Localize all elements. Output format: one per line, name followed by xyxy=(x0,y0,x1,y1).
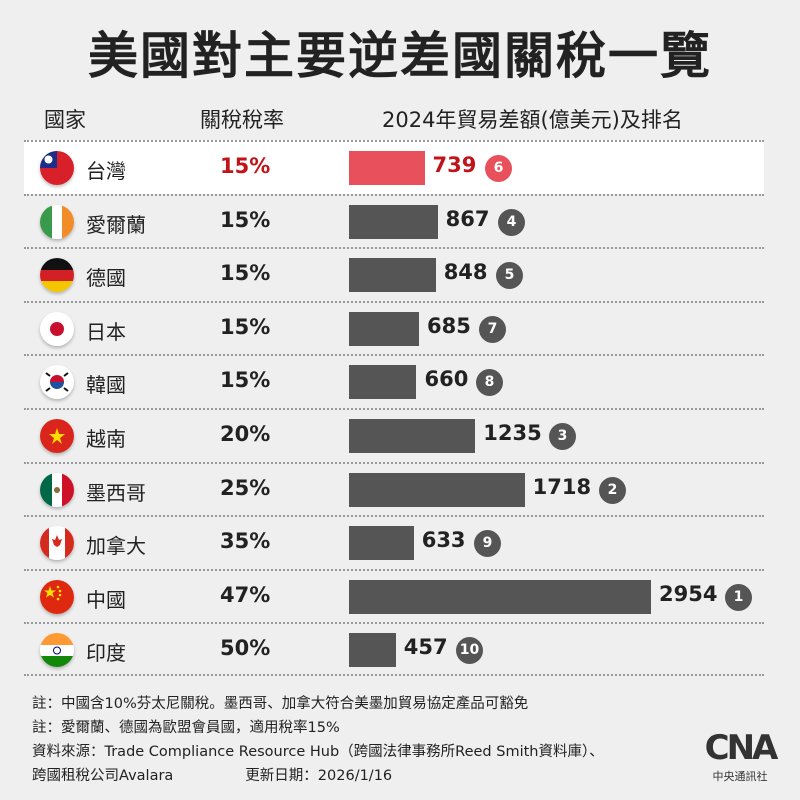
flag-india-icon xyxy=(40,633,74,668)
update-date: 更新日期：2026/1/16 xyxy=(245,768,393,784)
header-country: 國家 xyxy=(44,108,86,132)
tariff-rate: 47% xyxy=(220,582,271,607)
flag-mexico-icon xyxy=(40,472,74,507)
rank-badge: 6 xyxy=(485,155,512,182)
trade-balance-value: 2954 xyxy=(659,581,718,606)
table-row: 中國 47% 2954 1 xyxy=(24,568,764,623)
header-trade-balance: 2024年貿易差額(億美元)及排名 xyxy=(382,108,683,132)
country-name: 越南 xyxy=(86,426,126,451)
trade-balance-bar xyxy=(349,418,476,453)
flag-china-icon xyxy=(40,579,74,614)
logo-subtitle: 中央通訊社 xyxy=(712,770,768,783)
rank-badge: 7 xyxy=(479,315,506,343)
trade-balance-bar xyxy=(349,579,651,614)
country-name: 印度 xyxy=(86,641,126,666)
rank-badge: 4 xyxy=(498,208,525,236)
trade-balance-bar xyxy=(349,311,420,346)
flag-ireland-icon xyxy=(40,204,74,239)
country-name: 台灣 xyxy=(86,159,126,183)
tariff-rate: 15% xyxy=(220,368,271,393)
flag-germany-icon xyxy=(40,258,74,293)
table-row: 愛爾蘭 15% 867 4 xyxy=(24,193,764,248)
trade-balance-value: 633 xyxy=(421,528,466,553)
country-name: 日本 xyxy=(86,319,126,344)
cna-logo: CNA 中央通訊社 xyxy=(700,728,780,784)
rank-badge: 3 xyxy=(549,422,576,450)
country-name: 墨西哥 xyxy=(86,480,146,505)
rank-badge: 5 xyxy=(496,262,523,290)
trade-balance-bar xyxy=(349,365,417,400)
flag-vietnam-icon xyxy=(40,418,74,453)
flag-taiwan-icon xyxy=(40,151,74,185)
trade-balance-value: 739 xyxy=(432,153,477,177)
trade-balance-value: 1235 xyxy=(483,420,542,445)
table-row: 韓國 15% 660 8 xyxy=(24,354,764,408)
rank-badge: 2 xyxy=(599,476,626,504)
trade-balance-value: 867 xyxy=(445,206,490,231)
tariff-rate: 15% xyxy=(220,261,271,286)
country-name: 愛爾蘭 xyxy=(86,212,146,237)
trade-balance-value: 848 xyxy=(443,260,488,285)
trade-balance-bar xyxy=(349,472,525,507)
flag-canada-icon xyxy=(40,526,74,561)
table-row: 越南 20% 1235 3 xyxy=(24,407,764,462)
trade-balance-value: 660 xyxy=(424,367,469,392)
trade-balance-bar xyxy=(349,258,436,293)
trade-balance-value: 457 xyxy=(403,635,448,660)
trade-balance-value: 1718 xyxy=(532,474,592,499)
tariff-rate: 25% xyxy=(220,475,271,500)
footnotes: 註：中國含10%芬太尼關稅。墨西哥、加拿大符合美墨加貿易協定產品可豁免 註：愛爾… xyxy=(32,692,604,788)
trade-balance-value: 685 xyxy=(427,313,471,338)
source-line-2: 跨國租稅公司Avalara xyxy=(32,768,174,784)
table-row: 印度 50% 457 10 xyxy=(24,622,764,676)
country-name: 德國 xyxy=(86,266,126,291)
tariff-rate: 20% xyxy=(220,421,271,446)
table-row: 日本 15% 685 7 xyxy=(24,300,764,355)
rank-badge: 10 xyxy=(456,637,483,665)
table-row: 加拿大 35% 633 9 xyxy=(24,515,764,569)
header-rate: 關稅稅率 xyxy=(200,108,284,132)
tariff-rate: 35% xyxy=(220,529,271,554)
country-name: 加拿大 xyxy=(86,534,146,559)
note-2: 註：愛爾蘭、德國為歐盟會員國，適用稅率15% xyxy=(32,720,340,736)
flag-japan-icon xyxy=(40,311,74,346)
tariff-rate: 50% xyxy=(220,636,271,661)
source: 資料來源：Trade Compliance Resource Hub（跨國法律事… xyxy=(32,744,604,760)
chart-title: 美國對主要逆差國關稅一覽 xyxy=(88,27,712,85)
table-row: 墨西哥 25% 1718 2 xyxy=(24,461,764,516)
country-name: 韓國 xyxy=(86,373,126,398)
rank-badge: 8 xyxy=(476,369,503,397)
tariff-rate: 15% xyxy=(220,154,271,178)
trade-balance-bar xyxy=(349,633,396,668)
logo-mark: CNA xyxy=(704,728,779,768)
trade-balance-bar xyxy=(349,151,425,185)
tariff-rate: 15% xyxy=(220,207,271,232)
table-row: 台灣 15% 739 6 xyxy=(24,140,764,194)
chart-rows: 台灣 15% 739 6 愛爾蘭 15% 867 4 德國 15% 848 5 … xyxy=(24,140,764,676)
trade-balance-bar xyxy=(349,526,414,561)
tariff-rate: 15% xyxy=(220,314,271,339)
rank-badge: 9 xyxy=(474,530,501,558)
table-row: 德國 15% 848 5 xyxy=(24,247,764,301)
trade-balance-bar xyxy=(349,204,438,239)
country-name: 中國 xyxy=(86,587,126,612)
flag-korea-icon xyxy=(40,365,74,400)
note-1: 註：中國含10%芬太尼關稅。墨西哥、加拿大符合美墨加貿易協定產品可豁免 xyxy=(32,696,529,712)
rank-badge: 1 xyxy=(725,583,752,611)
